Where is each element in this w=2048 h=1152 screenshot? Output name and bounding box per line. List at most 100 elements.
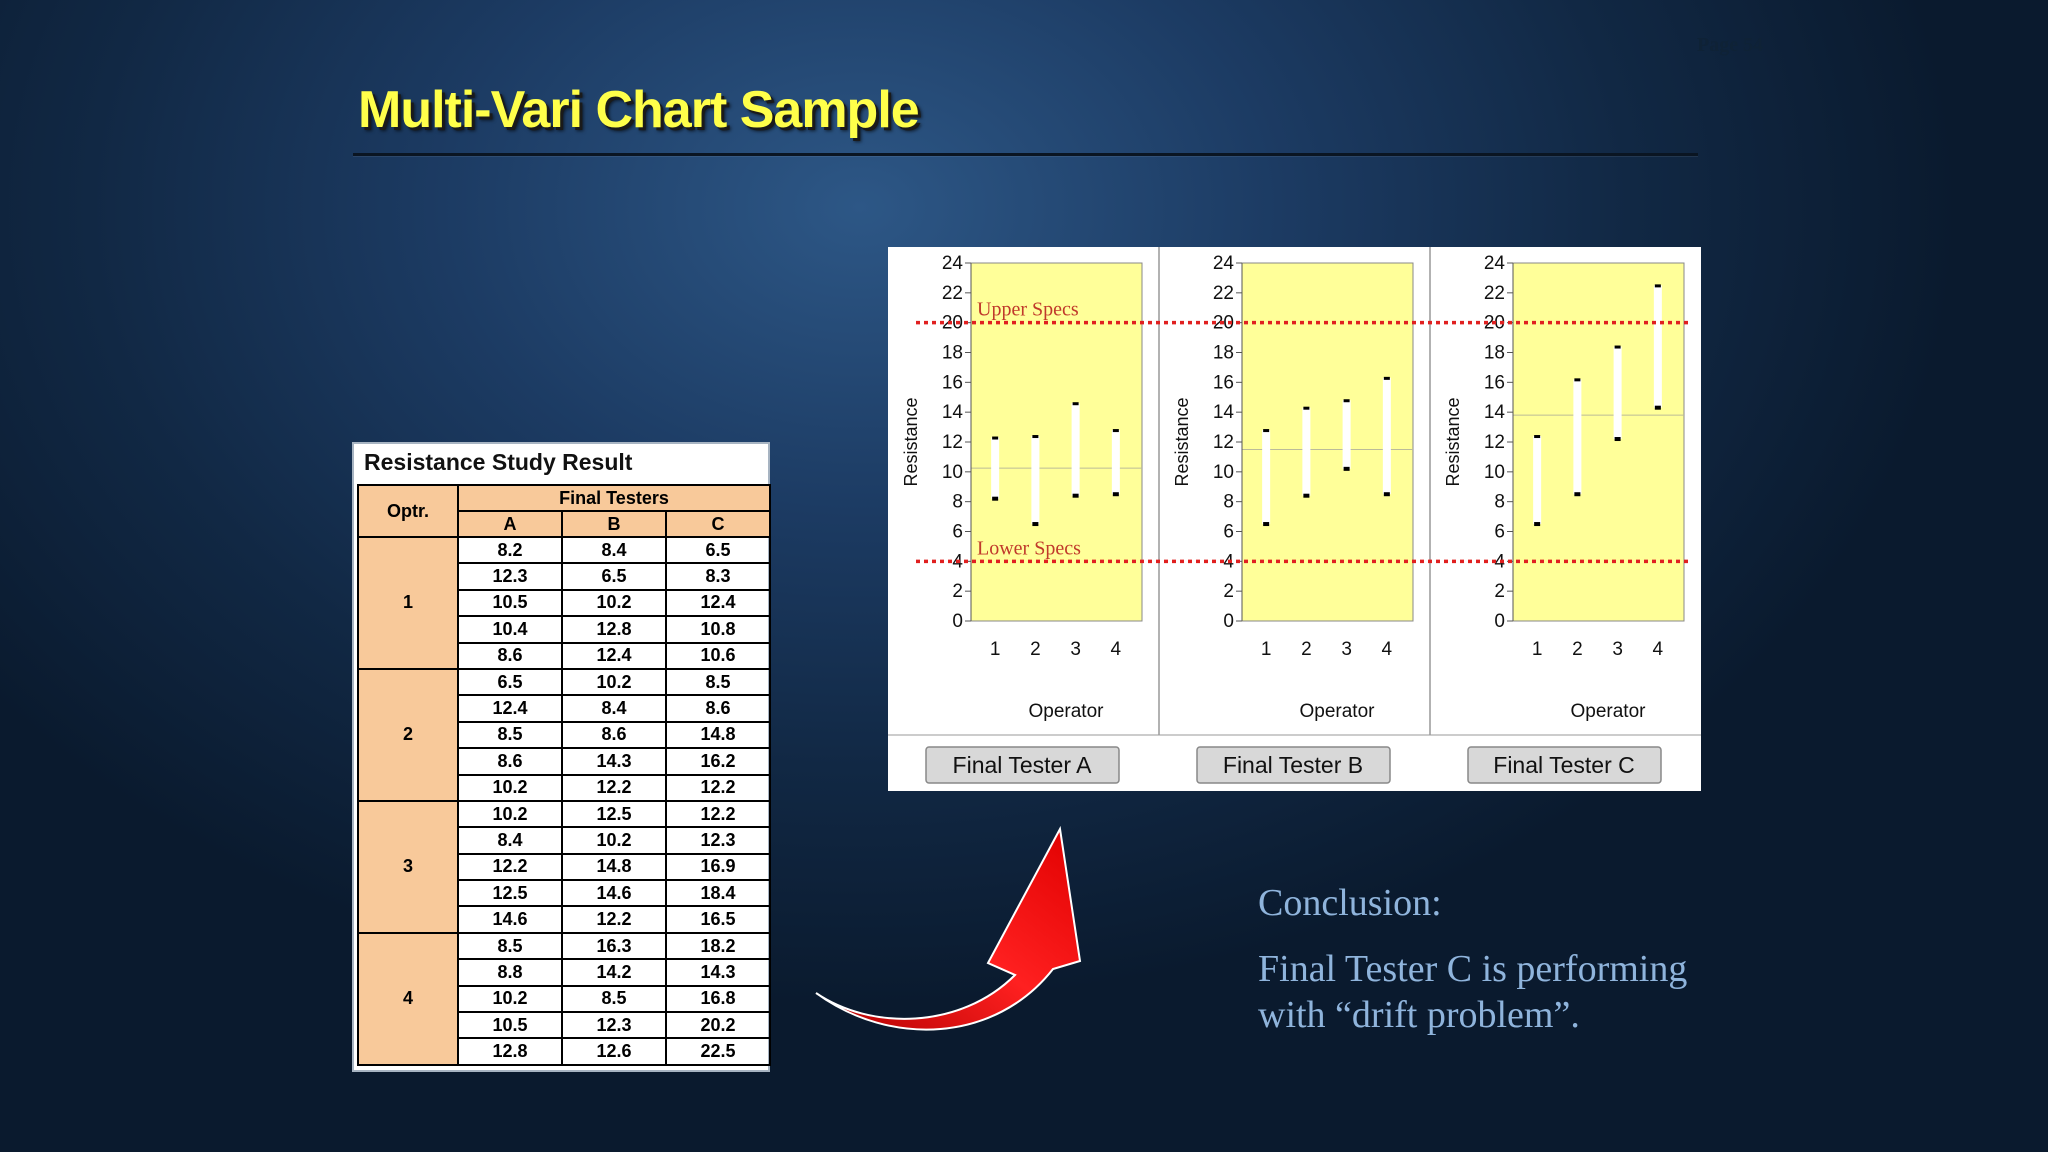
table-body: 1 8.2 8.4 6.5 12.3 6.5 8.3 10.5 10.2 12.4 10.4 12.8… [357, 535, 772, 1067]
y-axis-label: Resistance [1172, 397, 1192, 486]
column-header-a: A [457, 510, 563, 538]
column-header-c: C [664, 510, 772, 538]
range-min-mark [1263, 522, 1270, 527]
table-row: 10.2 12.2 12.2 [358, 773, 772, 802]
y-tick-label: 24 [942, 253, 964, 274]
y-tick-label: 24 [1213, 253, 1235, 274]
range-max-mark [1574, 378, 1581, 382]
range-min-mark [1032, 522, 1039, 527]
y-tick-label: 0 [1223, 611, 1234, 632]
panel-name-button [1196, 746, 1391, 784]
value-cell-a: 8.8 [457, 958, 563, 987]
value-cell-c: 12.2 [664, 773, 772, 802]
x-tick-label: 3 [1070, 639, 1081, 660]
range-bar [1533, 436, 1542, 525]
range-min-mark [1343, 466, 1350, 471]
x-axis-label: Operator [1300, 701, 1376, 722]
y-tick-label: 18 [1213, 343, 1234, 364]
value-cell-b: 10.2 [561, 826, 667, 855]
value-cell-b: 8.4 [561, 694, 667, 723]
x-tick-label: 4 [1653, 639, 1664, 660]
table-row: 10.5 10.2 12.4 [358, 588, 772, 618]
value-cell-c: 16.5 [664, 905, 772, 934]
value-cell-a: 10.5 [457, 1011, 563, 1040]
range-max-mark [1032, 435, 1039, 439]
table-row: 12.4 8.4 8.6 [358, 694, 772, 723]
value-cell-a: 12.3 [457, 562, 563, 591]
value-cell-b: 12.6 [561, 1037, 667, 1066]
final-testers-header: Final Testers [456, 484, 772, 512]
value-cell-b: 16.3 [561, 931, 667, 961]
operator-cell: 3 [357, 799, 459, 934]
value-cell-a: 6.5 [457, 667, 563, 697]
value-cell-a: 8.4 [457, 826, 563, 855]
table-title: Resistance Study Result [364, 449, 633, 475]
spec-limit-label: Lower Specs [977, 537, 1081, 559]
y-tick-label: 2 [952, 581, 963, 602]
table-row: 2 6.5 10.2 8.5 [357, 667, 772, 802]
table-row: 12.2 14.8 16.9 [358, 852, 772, 882]
value-cell-b: 12.4 [561, 641, 667, 670]
y-tick-label: 0 [1494, 611, 1505, 632]
y-tick-label: 22 [942, 283, 963, 304]
page-number: Page 54 [1697, 34, 1764, 56]
value-cell-b: 14.8 [561, 852, 667, 882]
range-max-mark [1303, 406, 1310, 410]
x-tick-label: 4 [1111, 639, 1122, 660]
value-cell-c: 10.6 [664, 641, 772, 670]
range-min-mark [1072, 493, 1079, 498]
range-max-mark [1343, 399, 1350, 403]
range-min-mark [1383, 492, 1390, 497]
multi-vari-chart-panel: 024681012141618202224Resistance1234Opera… [888, 247, 1701, 791]
table-row: 12.5 14.6 18.4 [358, 879, 772, 908]
y-tick-label: 6 [1223, 522, 1234, 543]
range-min-mark [1654, 405, 1661, 410]
range-max-mark [1654, 284, 1661, 288]
table-row: 10.5 12.3 20.2 [358, 1011, 772, 1040]
value-cell-a: 10.4 [457, 615, 563, 644]
table-row: 12.8 12.6 22.5 [358, 1037, 772, 1066]
range-max-mark [1072, 402, 1079, 406]
y-tick-label: 16 [1213, 372, 1234, 393]
range-bar [1342, 400, 1351, 469]
panel-name-label: Final Tester A [953, 752, 1093, 778]
value-cell-b: 10.2 [561, 588, 667, 618]
value-cell-b: 10.2 [561, 667, 667, 697]
operator-cell: 1 [357, 536, 459, 670]
table-row: 10.4 12.8 10.8 [358, 615, 772, 644]
table-row: 4 8.5 16.3 18.2 [357, 931, 772, 1067]
x-tick-label: 4 [1382, 639, 1393, 660]
slide-title: Multi-Vari Chart Sample [358, 81, 920, 139]
value-cell-b: 14.6 [561, 879, 667, 908]
range-max-mark [1383, 376, 1390, 380]
table-row: 8.4 10.2 12.3 [358, 826, 772, 855]
y-tick-label: 8 [1494, 492, 1505, 513]
value-cell-c: 20.2 [664, 1011, 772, 1040]
value-cell-b: 12.3 [561, 1011, 667, 1040]
value-cell-a: 8.6 [457, 641, 563, 670]
conclusion-block: Conclusion: Final Tester C is performing… [1258, 880, 1738, 1038]
value-cell-b: 14.3 [561, 747, 667, 776]
y-tick-label: 24 [1484, 253, 1506, 274]
range-bar [1613, 346, 1622, 440]
y-tick-label: 2 [1223, 581, 1234, 602]
y-tick-label: 18 [942, 343, 963, 364]
x-tick-label: 1 [1261, 639, 1272, 660]
value-cell-a: 12.8 [457, 1037, 563, 1066]
table-row: 8.5 8.6 14.8 [358, 720, 772, 750]
table-row: 8.8 14.2 14.3 [358, 958, 772, 987]
range-bar [1262, 430, 1271, 525]
y-tick-label: 8 [1223, 492, 1234, 513]
table-row: 10.2 8.5 16.8 [358, 984, 772, 1014]
value-cell-b: 12.5 [561, 799, 667, 829]
value-cell-c: 10.8 [664, 615, 772, 644]
x-tick-label: 3 [1612, 639, 1623, 660]
range-min-mark [1112, 492, 1119, 497]
conclusion-heading: Conclusion: [1258, 882, 1442, 924]
value-cell-a: 8.5 [457, 931, 563, 961]
y-tick-label: 18 [1484, 343, 1505, 364]
range-max-mark [1614, 345, 1621, 349]
value-cell-c: 12.2 [664, 799, 772, 829]
y-tick-label: 10 [1213, 462, 1234, 483]
value-cell-b: 12.2 [561, 905, 667, 934]
